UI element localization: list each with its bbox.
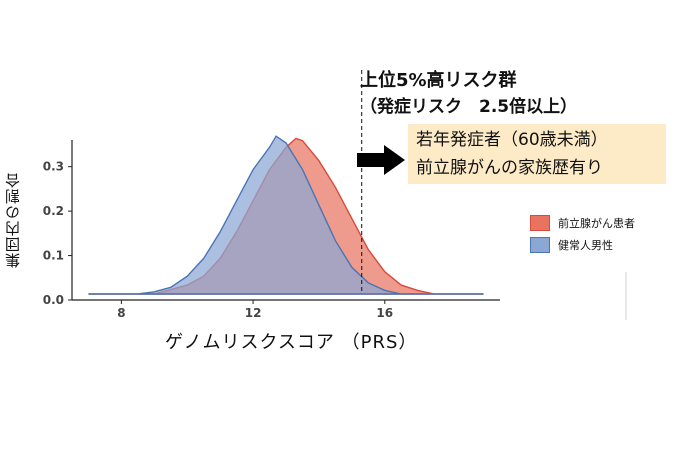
legend-item-patients: 前立腺がん患者 xyxy=(530,212,635,234)
callout-line-1: 若年発症者（60歳未満） xyxy=(416,130,608,150)
legend-label-healthy: 健常人男性 xyxy=(558,239,613,252)
legend-label-patients: 前立腺がん患者 xyxy=(558,217,635,230)
callout-line-2: 前立腺がんの家族歴有り xyxy=(416,158,603,178)
x-axis-title: ゲノムリスクスコア （PRS） xyxy=(165,332,418,353)
risk-ratio-annotation: （発症リスク 2.5倍以上） xyxy=(360,97,578,117)
x-tick-label-0: 8 xyxy=(117,306,125,320)
y-tick-label-1: 0.1 xyxy=(43,249,64,263)
y-axis-title: 集団内の割合 xyxy=(4,172,22,268)
y-tick-label-0: 0.0 xyxy=(43,293,64,307)
high-risk-annotation: 上位5%高リスク群 xyxy=(360,70,517,91)
legend-swatch-patients xyxy=(530,215,550,231)
y-tick-label-3: 0.3 xyxy=(43,160,64,174)
legend: 前立腺がん患者 健常人男性 xyxy=(530,212,635,256)
x-tick-label-1: 12 xyxy=(245,306,262,320)
legend-swatch-healthy xyxy=(530,237,550,253)
legend-item-healthy: 健常人男性 xyxy=(530,234,635,256)
callout-box: 若年発症者（60歳未満） 前立腺がんの家族歴有り xyxy=(408,124,666,184)
series-area-1 xyxy=(88,135,484,295)
x-tick-label-2: 16 xyxy=(376,306,393,320)
y-tick-label-2: 0.2 xyxy=(43,204,64,218)
callout-arrow-icon xyxy=(357,145,405,175)
